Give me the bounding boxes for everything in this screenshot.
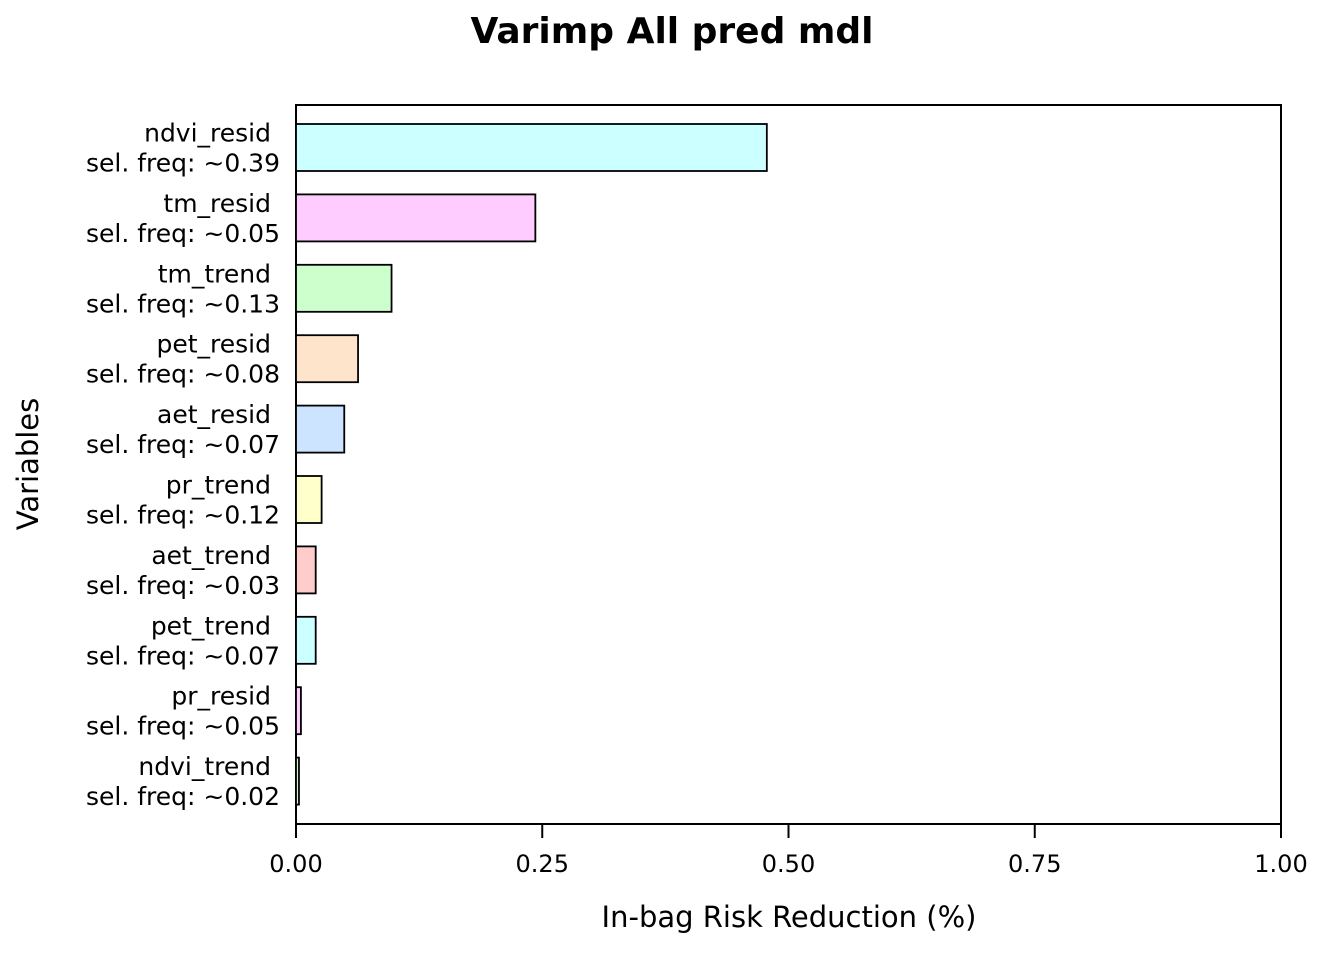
category-label: aet_resid [157, 400, 271, 429]
bar-tm-trend [295, 263, 393, 313]
selection-frequency-label: sel. freq: ~0.07 [86, 430, 280, 459]
category-label: aet_trend [151, 541, 271, 570]
bar-tm-resid [295, 193, 537, 243]
selection-frequency-label: sel. freq: ~0.05 [86, 219, 280, 248]
category-label: ndvi_trend [138, 752, 271, 781]
x-tick-label: 0.00 [269, 850, 322, 878]
selection-frequency-label: sel. freq: ~0.39 [86, 149, 280, 178]
x-tick-label: 0.75 [1008, 850, 1061, 878]
category-label: pet_resid [156, 330, 271, 359]
category-label: pr_trend [166, 471, 271, 500]
selection-frequency-label: sel. freq: ~0.13 [86, 289, 280, 318]
selection-frequency-label: sel. freq: ~0.07 [86, 641, 280, 670]
bar-pet-trend [295, 615, 317, 665]
selection-frequency-label: sel. freq: ~0.05 [86, 712, 280, 741]
selection-frequency-label: sel. freq: ~0.12 [86, 501, 280, 530]
x-axis-title: In-bag Risk Reduction (%) [602, 900, 977, 934]
category-label: ndvi_resid [144, 119, 271, 148]
category-label: pr_resid [171, 682, 271, 711]
bar-aet-resid [295, 404, 346, 454]
bars-group [295, 123, 768, 806]
bar-ndvi-trend [295, 756, 300, 806]
selection-frequency-label: sel. freq: ~0.02 [86, 782, 280, 811]
x-tick-label: 1.00 [1254, 850, 1307, 878]
category-label: tm_trend [158, 259, 271, 288]
selection-frequency-label: sel. freq: ~0.03 [86, 571, 280, 600]
bar-ndvi-resid [295, 123, 768, 172]
chart-title: Varimp All pred mdl [470, 11, 873, 52]
category-label: tm_resid [163, 189, 271, 218]
y-axis-title: Variables [11, 398, 45, 531]
bar-pet-resid [295, 334, 359, 384]
bar-aet-trend [295, 545, 317, 595]
selection-frequency-label: sel. freq: ~0.08 [86, 360, 280, 389]
x-tick-label: 0.25 [516, 850, 569, 878]
x-axis: 0.00 0.25 0.50 0.75 1.00 [269, 823, 1308, 878]
x-tick-label: 0.50 [762, 850, 815, 878]
category-label: pet_trend [151, 611, 271, 640]
bar-pr-trend [295, 475, 323, 524]
bar-pr-resid [295, 686, 302, 736]
